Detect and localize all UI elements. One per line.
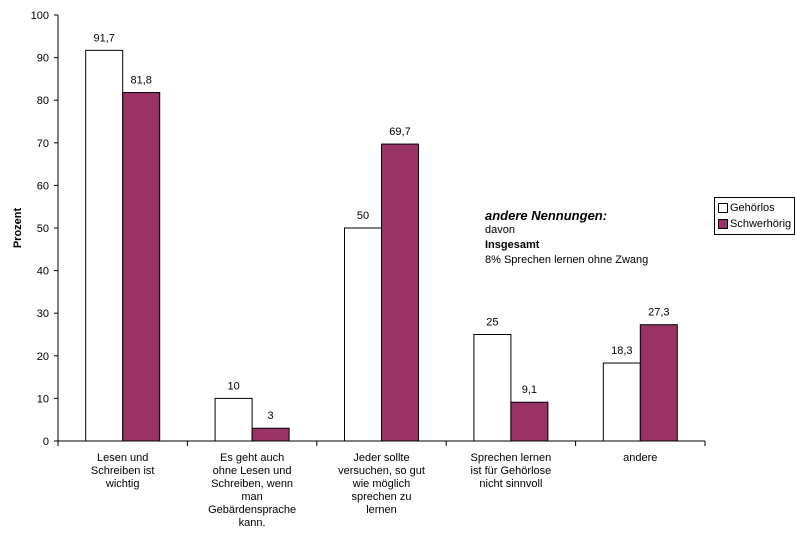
legend: Gehörlos Schwerhörig	[714, 197, 795, 235]
bar-schwerhoerig	[251, 427, 290, 442]
annotation-line: 8% Sprechen lernen ohne Zwang	[485, 254, 649, 266]
y-tick-label: 40	[37, 266, 49, 278]
bar-gehoerlos	[85, 49, 124, 442]
y-tick-label: 50	[37, 223, 49, 235]
bar-schwerhoerig	[510, 401, 549, 442]
annotation-line: davon	[485, 224, 515, 236]
data-label: 3	[268, 410, 274, 422]
y-tick-label: 100	[31, 10, 49, 22]
annotation: andere Nennungen: davon Insgesamt 8% Spr…	[485, 208, 648, 268]
annotation-title: andere Nennungen:	[485, 208, 608, 223]
y-tick-label: 80	[37, 95, 49, 107]
annotation-line: Insgesamt	[485, 239, 540, 251]
legend-item-gehoerlos: Gehörlos	[718, 200, 791, 216]
x-category-label: andere	[623, 452, 657, 464]
data-label: 25	[486, 317, 498, 329]
legend-label: Gehörlos	[730, 202, 775, 214]
bar-schwerhoerig	[381, 143, 419, 442]
y-tick-label: 70	[37, 138, 49, 150]
bar-gehoerlos	[473, 334, 512, 442]
bar-gehoerlos	[214, 397, 253, 442]
data-label: 10	[227, 380, 239, 392]
y-tick-label: 60	[37, 180, 49, 192]
data-label: 91,7	[93, 32, 114, 44]
bar-gehoerlos	[602, 362, 641, 442]
data-label: 81,8	[130, 75, 151, 87]
legend-swatch	[718, 203, 728, 213]
y-tick-label: 10	[37, 393, 49, 405]
y-tick-label: 0	[43, 436, 49, 448]
data-label: 9,1	[522, 384, 537, 396]
x-category-label: Jeder sollte versuchen, so gut wie möglich…	[338, 452, 425, 516]
legend-swatch	[718, 219, 728, 229]
bar-schwerhoerig	[639, 324, 678, 442]
bar-schwerhoerig	[122, 92, 161, 442]
data-label: 18,3	[611, 345, 632, 357]
x-category-label: Lesen und Schreiben ist wichtig	[91, 452, 155, 490]
data-label: 50	[357, 210, 369, 222]
x-category-label: Es geht auch ohne Lesen und Schreiben, wen…	[208, 452, 296, 529]
y-tick-label: 30	[37, 308, 49, 320]
data-label: 27,3	[648, 307, 669, 319]
y-axis-label: Prozent	[12, 207, 24, 248]
y-tick-label: 90	[37, 53, 49, 65]
data-label: 69,7	[389, 126, 410, 138]
legend-label: Schwerhörig	[730, 218, 792, 230]
bar-gehoerlos	[344, 227, 382, 442]
legend-item-schwerhoerig: Schwerhörig	[718, 216, 791, 232]
x-category-label: Sprechen lernen ist für Gehörlose nicht si…	[471, 452, 552, 490]
y-tick-label: 20	[37, 351, 49, 363]
